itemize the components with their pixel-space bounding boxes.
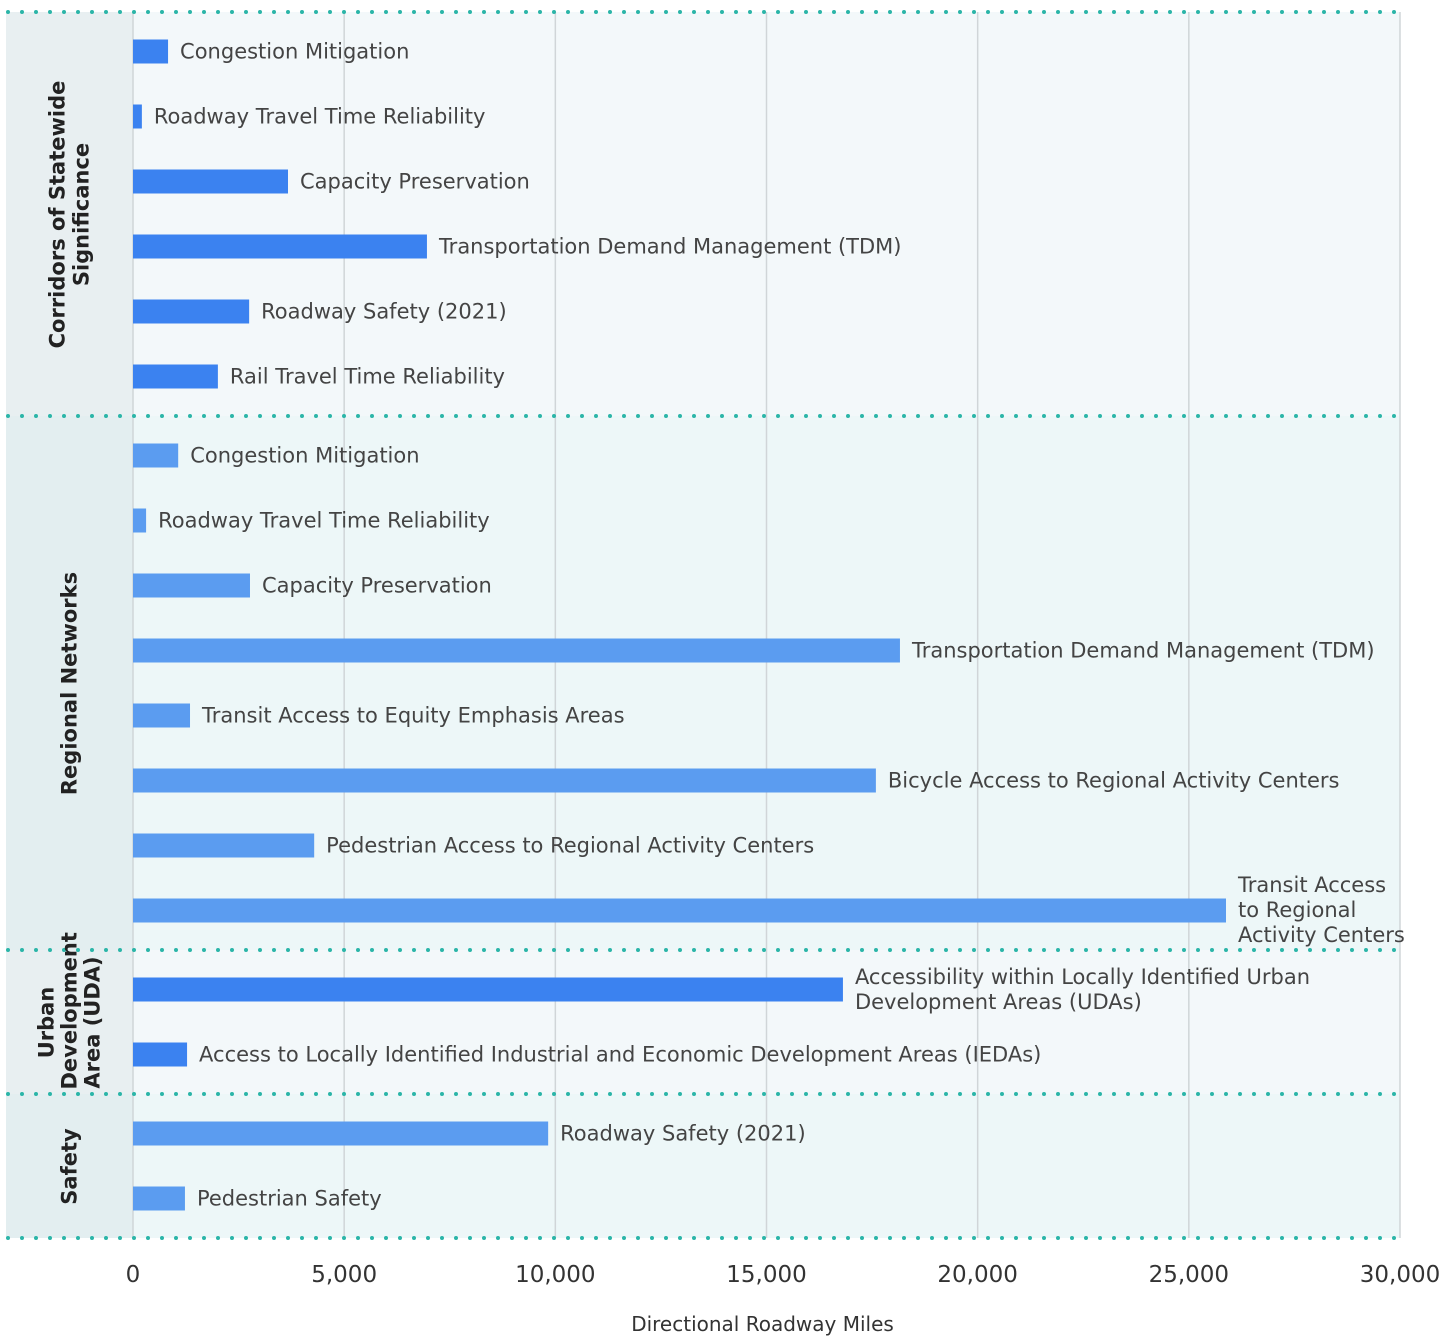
bar-label: Transit Access to Equity Emphasis Areas (202, 702, 625, 727)
bar (133, 364, 218, 389)
bar-label: Accessibility within Locally Identified … (854, 964, 1311, 1014)
x-tick-label: 5,000 (311, 1262, 378, 1288)
bar (133, 573, 250, 598)
x-tick-label: 10,000 (515, 1262, 596, 1288)
bar-label: Capacity Preservation (299, 168, 530, 193)
bar (133, 898, 1226, 923)
bar-label: Roadway Travel Time Reliability (153, 103, 486, 128)
bar-label: Roadway Travel Time Reliability (158, 507, 490, 532)
group-label-band (6, 416, 133, 950)
bar-label: Pedestrian Safety (196, 1185, 382, 1210)
bar (133, 703, 191, 728)
bar (133, 234, 427, 259)
group-label-band (6, 1094, 133, 1238)
group-label-text: Regional Networks (56, 571, 81, 795)
group-label-band (6, 12, 133, 416)
x-tick-label: 15,000 (726, 1262, 807, 1288)
bar (133, 1121, 549, 1146)
bar-label: Congestion Mitigation (180, 38, 410, 63)
group-background (6, 950, 1400, 1094)
bar-label: Rail Travel Time Reliability (229, 363, 505, 388)
bar-label: Bicycle Access to Regional Activity Cent… (887, 767, 1340, 792)
bar (133, 104, 142, 129)
bar (133, 977, 843, 1002)
bar-label: Transportation Demand Management (TDM) (438, 233, 902, 258)
bar-label: Pedestrian Access to Regional Activity C… (326, 832, 815, 857)
group-background (6, 12, 1400, 416)
group-label: Safety (6, 1094, 133, 1238)
group-label: Corridors of Statewide Significance (6, 12, 133, 416)
group-label-text: Safety (56, 1127, 81, 1205)
bar (133, 1186, 185, 1211)
bar (133, 833, 315, 858)
bar (133, 39, 169, 64)
bar (133, 443, 179, 468)
bar-label: Transportation Demand Management (TDM) (911, 637, 1375, 662)
bar (133, 638, 900, 663)
bar-label: Capacity Preservation (261, 572, 492, 597)
x-tick-label: 0 (125, 1262, 141, 1288)
group-label-band (6, 950, 133, 1094)
bar (133, 299, 250, 324)
bar (133, 1042, 188, 1067)
group-background (6, 416, 1400, 950)
x-tick-label: 20,000 (937, 1262, 1018, 1288)
bar-label: Access to Locally Identified Industrial … (199, 1041, 1042, 1066)
group-label: Urban Development Area (UDA) (6, 931, 133, 1094)
x-tick-label: 30,000 (1359, 1262, 1441, 1288)
group-label-text: Corridors of Statewide Significance (45, 80, 93, 348)
group-label-text: Urban Development Area (UDA) (33, 931, 105, 1089)
bar-label: Roadway Safety (2021) (560, 1120, 806, 1145)
bar-label: Congestion Mitigation (190, 442, 420, 467)
bar-label: Transit Access to Regional Activity Cent… (1237, 872, 1405, 948)
group-label: Regional Networks (6, 416, 133, 950)
x-tick-label: 25,000 (1148, 1262, 1230, 1288)
group-background (6, 1094, 1400, 1238)
bar (133, 169, 288, 194)
bar-label: Roadway Safety (2021) (261, 298, 507, 323)
bar (133, 508, 147, 533)
bar (133, 768, 876, 793)
x-axis-title: Directional Roadway Miles (631, 1312, 894, 1336)
